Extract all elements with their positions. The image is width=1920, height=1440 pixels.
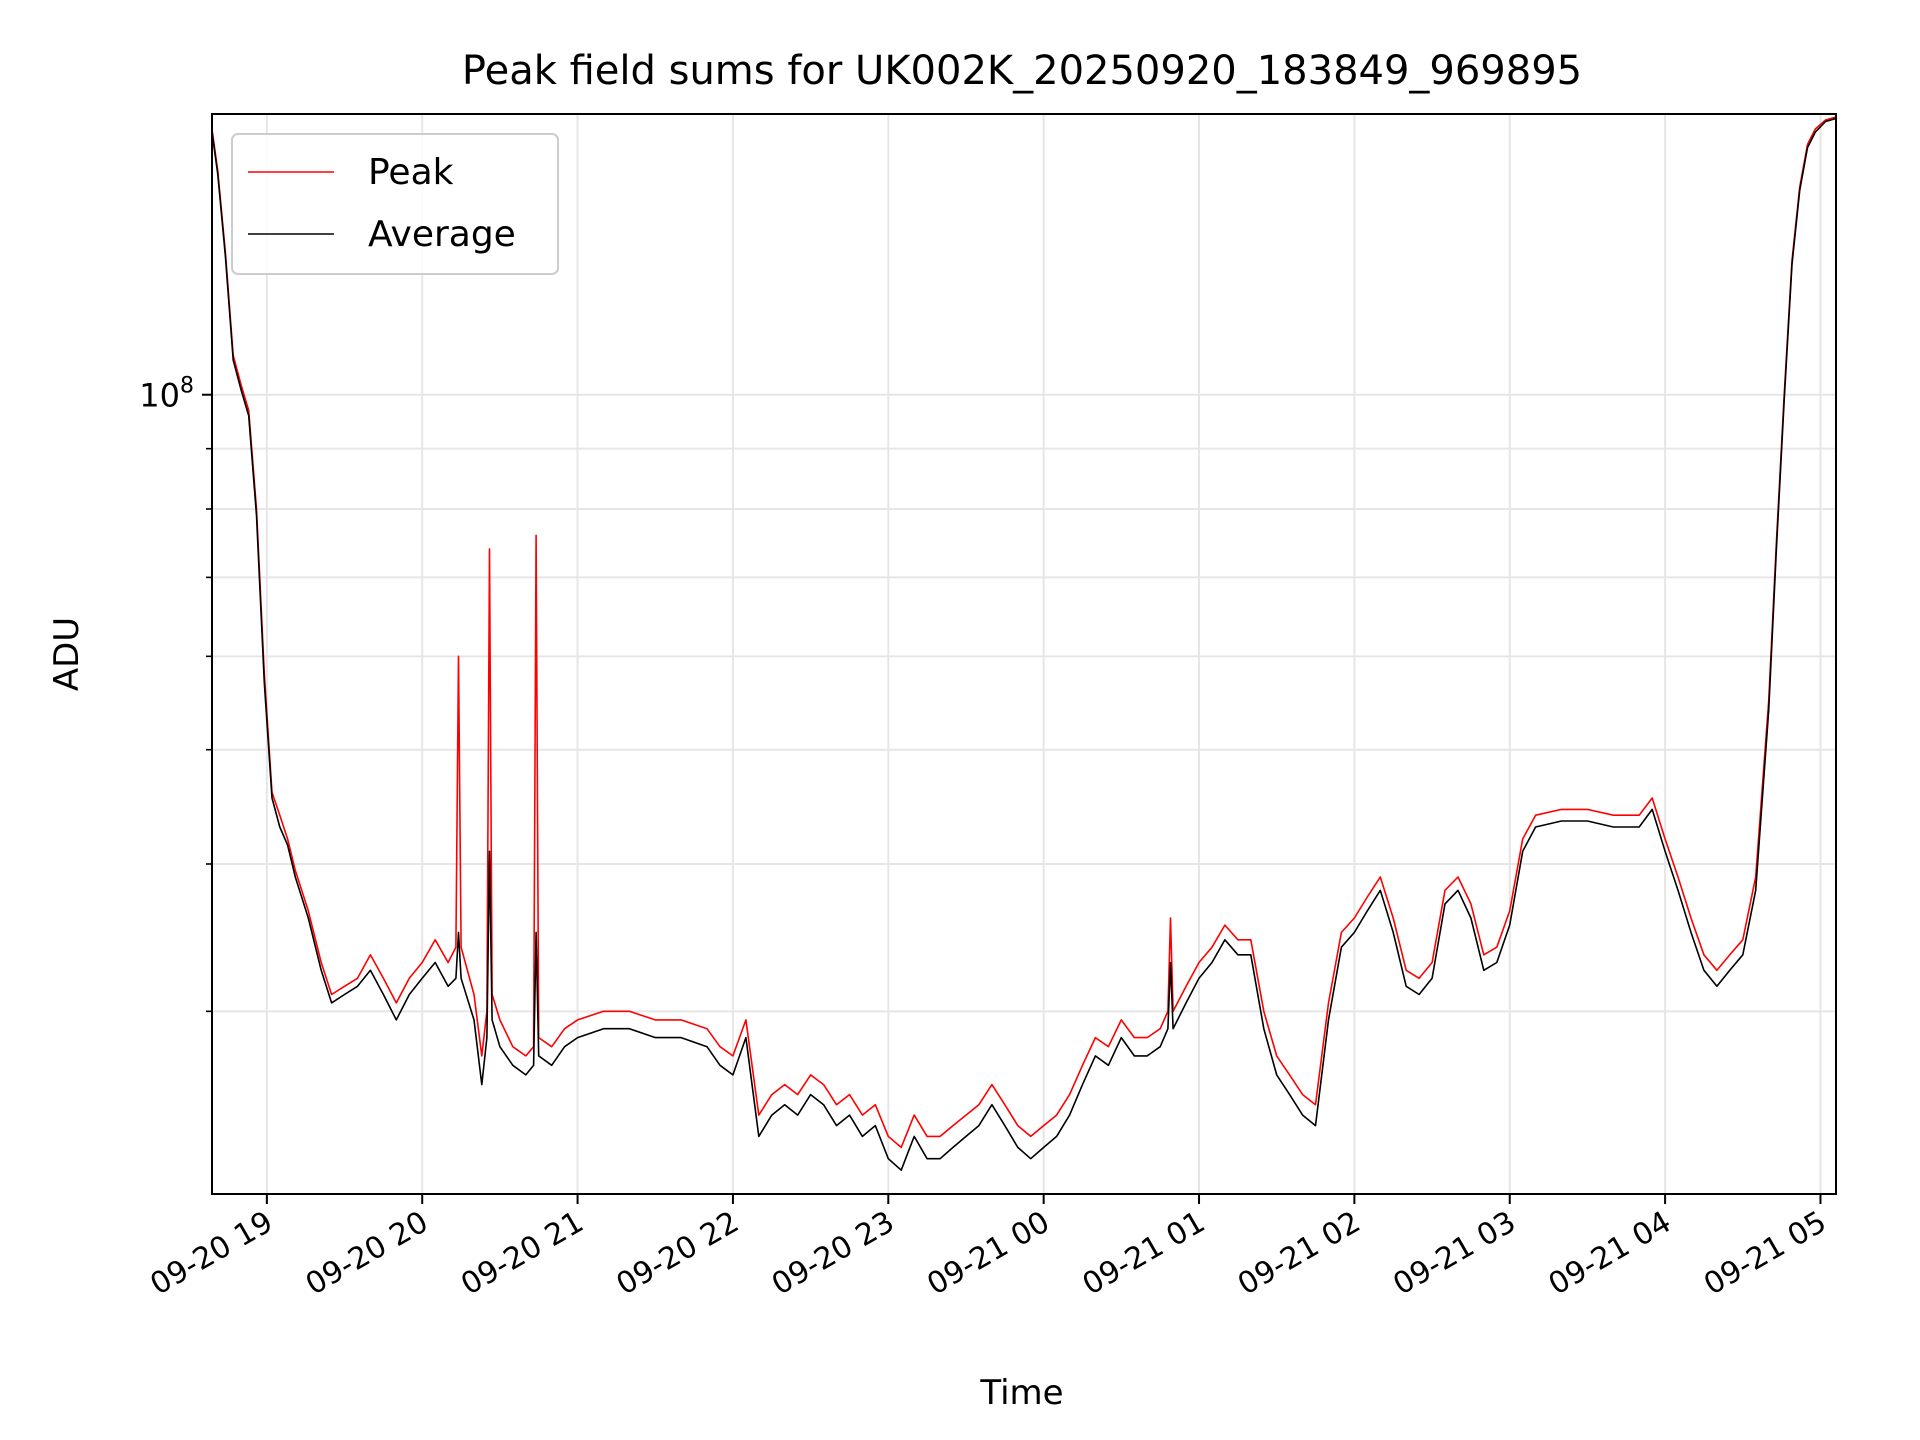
- plot-frame: [211, 113, 1837, 1195]
- legend-box: [231, 133, 559, 275]
- chart-title: Peak field sums for UK002K_20250920_1838…: [462, 48, 1582, 94]
- series-lines: [211, 116, 1837, 1171]
- grid-lines: [212, 114, 1836, 1194]
- legend-label-peak: Peak: [368, 152, 454, 193]
- x-axis-label: Time: [979, 1373, 1063, 1413]
- y-tick-label-0: 108: [139, 374, 194, 415]
- legend: Peak Average: [231, 133, 559, 275]
- series-line-peak: [211, 116, 1837, 1149]
- series-line-average: [211, 117, 1837, 1171]
- legend-label-average: Average: [368, 214, 516, 255]
- y-axis-ticks: 108: [139, 374, 212, 1013]
- y-axis-label: ADU: [47, 617, 87, 691]
